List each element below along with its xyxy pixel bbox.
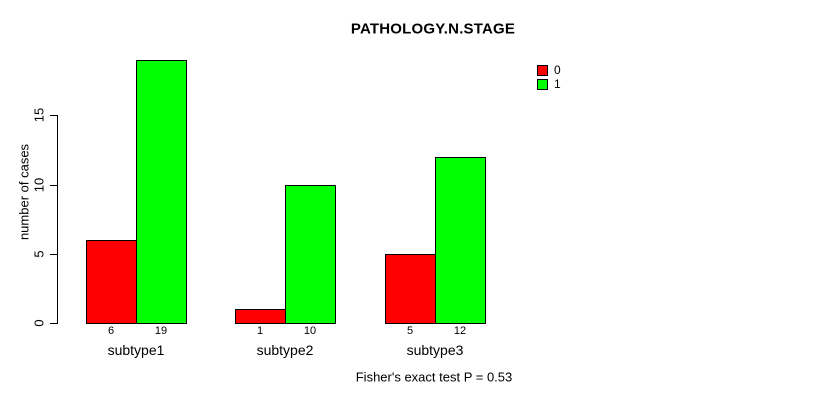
bar-subtype2-series-0 bbox=[235, 309, 286, 324]
legend-swatch-icon bbox=[537, 78, 548, 90]
chart-title: PATHOLOGY.N.STAGE bbox=[350, 20, 516, 38]
y-axis-label: number of cases bbox=[16, 143, 32, 241]
y-axis-tick bbox=[50, 184, 57, 186]
bar-subtype1-series-0 bbox=[86, 239, 137, 324]
bar-value-label: 1 bbox=[256, 325, 264, 337]
y-axis-tick-label: 15 bbox=[31, 108, 47, 123]
bar-value-label: 6 bbox=[107, 325, 115, 337]
y-axis-tick bbox=[50, 253, 57, 255]
annotation-text: Fisher's exact test P = 0.53 bbox=[355, 369, 513, 385]
bar-value-label: 19 bbox=[154, 325, 168, 337]
legend-swatch-icon bbox=[537, 64, 548, 76]
bar-value-label: 10 bbox=[303, 325, 317, 337]
bar-subtype3-series-1 bbox=[435, 156, 486, 324]
y-axis-tick bbox=[50, 115, 57, 117]
y-axis-tick bbox=[50, 323, 57, 324]
bar-subtype2-series-1 bbox=[285, 184, 336, 324]
legend-label: 0 bbox=[554, 63, 561, 77]
legend-entry-0: 0 bbox=[537, 64, 561, 76]
y-axis-tick-label: 0 bbox=[31, 319, 47, 327]
category-label-subtype1: subtype1 bbox=[107, 342, 165, 358]
category-label-subtype3: subtype3 bbox=[406, 342, 464, 358]
y-axis-line bbox=[57, 115, 58, 324]
y-axis-tick-label: 5 bbox=[31, 250, 47, 258]
category-label-subtype2: subtype2 bbox=[256, 342, 314, 358]
y-axis-tick-label: 10 bbox=[31, 177, 47, 192]
legend-entry-1: 1 bbox=[537, 78, 561, 90]
bar-value-label: 5 bbox=[406, 325, 414, 337]
bar-subtype1-series-1 bbox=[136, 59, 187, 324]
legend-label: 1 bbox=[554, 77, 561, 91]
bar-value-label: 12 bbox=[453, 325, 467, 337]
bar-subtype3-series-0 bbox=[385, 253, 436, 324]
